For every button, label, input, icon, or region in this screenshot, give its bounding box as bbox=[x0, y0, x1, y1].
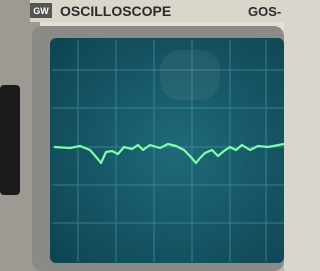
clip bbox=[0, 85, 20, 195]
model: GOS- bbox=[248, 4, 281, 19]
reflection bbox=[160, 50, 220, 100]
page: GW OSCILLOSCOPE GOS- (() => { const data… bbox=[0, 0, 284, 271]
title: OSCILLOSCOPE bbox=[60, 3, 171, 19]
photo: GW OSCILLOSCOPE GOS- bbox=[0, 0, 284, 271]
brand: GW bbox=[33, 6, 49, 16]
